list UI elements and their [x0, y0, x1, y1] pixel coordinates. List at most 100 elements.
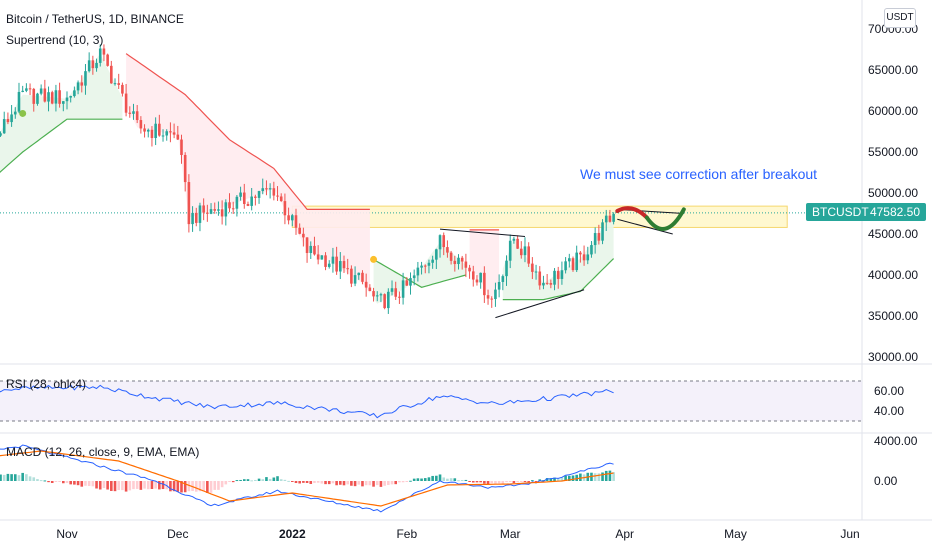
- candle-body: [242, 192, 246, 205]
- price-tick-label: 60000.00: [868, 104, 918, 118]
- macd-histogram-bar: [180, 481, 183, 493]
- candle-body: [50, 92, 54, 104]
- supertrend-legend[interactable]: Supertrend (10, 3): [6, 33, 104, 47]
- signal-line: [0, 450, 614, 507]
- macd-histogram-bar: [69, 481, 72, 485]
- candle-body: [235, 196, 239, 209]
- macd-histogram-bar: [110, 481, 113, 491]
- macd-histogram-bar: [331, 481, 335, 484]
- macd-histogram-bar: [545, 478, 549, 481]
- supertrend-down-line: [125, 53, 370, 210]
- macd-histogram-bar: [73, 481, 76, 485]
- candle-body: [519, 248, 523, 256]
- macd-histogram-bar: [32, 477, 36, 481]
- candle-body: [298, 227, 301, 234]
- candle-body: [494, 289, 497, 300]
- candle-body: [357, 272, 361, 276]
- candle-body: [290, 215, 294, 221]
- drawings-layer[interactable]: [439, 206, 686, 319]
- macd-histogram-bar: [206, 481, 209, 493]
- macd-legend[interactable]: MACD (12, 26, close, 9, EMA, EMA): [6, 445, 200, 459]
- macd-histogram-bar: [80, 481, 84, 487]
- candle-body: [497, 281, 501, 290]
- candle-body: [25, 88, 28, 91]
- macd-histogram-bar: [342, 481, 346, 486]
- candle-body: [601, 222, 604, 241]
- rsi-pane[interactable]: [0, 380, 862, 422]
- candle-body: [331, 256, 335, 264]
- trendline: [439, 228, 526, 237]
- candle-body: [575, 252, 578, 271]
- trendline: [617, 218, 673, 235]
- candle-body: [283, 201, 287, 216]
- macd-histogram-bar: [361, 481, 364, 487]
- macd-histogram-bar: [76, 481, 80, 486]
- macd-histogram-bar: [486, 481, 490, 485]
- candle-body: [65, 97, 69, 102]
- candle-body: [154, 123, 157, 139]
- candle-body: [32, 88, 36, 104]
- macd-histogram-bar: [36, 479, 39, 481]
- candle-body: [350, 268, 353, 284]
- candle-body: [169, 131, 172, 133]
- supertrend-down-fill: [126, 53, 370, 294]
- candle-body: [239, 192, 242, 197]
- macd-histogram-bar: [84, 481, 87, 486]
- macd-histogram-bar: [298, 481, 301, 484]
- macd-histogram-bar: [231, 481, 235, 483]
- candle-body: [257, 191, 261, 198]
- candle-body: [202, 205, 205, 213]
- candle-body: [84, 71, 87, 86]
- macd-histogram-bar: [394, 481, 398, 485]
- price-tag-symbol: BTCUSDT: [812, 205, 869, 219]
- macd-histogram-bar: [320, 481, 324, 484]
- macd-histogram-bar: [213, 481, 217, 490]
- macd-histogram-bar: [309, 481, 313, 484]
- macd-histogram-bar: [169, 481, 172, 492]
- candle-body: [69, 96, 72, 98]
- macd-histogram-bar: [220, 481, 224, 488]
- candles-layer[interactable]: [0, 44, 615, 314]
- macd-histogram-bar: [508, 481, 512, 482]
- rsi-legend[interactable]: RSI (28, ohlc4): [6, 377, 87, 391]
- macd-histogram-bar: [254, 479, 257, 481]
- macd-histogram-bar: [50, 481, 54, 484]
- candle-body: [320, 255, 324, 260]
- macd-histogram-bar: [272, 477, 276, 481]
- candle-body: [375, 295, 379, 297]
- candle-body: [139, 120, 143, 129]
- macd-histogram-bar: [457, 480, 460, 482]
- price-tag-value: 47582.50: [869, 205, 920, 219]
- macd-pane[interactable]: [0, 444, 615, 513]
- candle-body: [135, 111, 139, 121]
- axes-layer: 30000.00 35000.00 40000.00 45000.00 50000.00…: [56, 22, 918, 541]
- candle-body: [420, 265, 423, 268]
- macd-histogram-bar: [283, 479, 287, 481]
- candle-body: [579, 252, 582, 255]
- candle-body: [198, 205, 202, 223]
- candle-body: [612, 213, 615, 222]
- candle-body: [294, 215, 298, 228]
- macd-histogram-bar: [183, 481, 187, 493]
- candle-body: [556, 270, 560, 279]
- candle-body: [383, 294, 386, 309]
- macd-histogram-bar: [516, 481, 519, 483]
- candle-body: [442, 235, 446, 248]
- currency-button[interactable]: USDT: [884, 8, 916, 28]
- macd-histogram-bar: [13, 474, 17, 481]
- macd-histogram-bar: [154, 481, 157, 489]
- candle-body: [586, 254, 590, 261]
- macd-histogram-bar: [198, 481, 202, 492]
- time-tick-label: Feb: [396, 527, 417, 541]
- macd-histogram-bar: [268, 478, 272, 481]
- macd-histogram-bar: [597, 473, 601, 481]
- candle-body: [560, 270, 564, 279]
- macd-histogram-bar: [556, 478, 560, 481]
- annotation-text[interactable]: We must see correction after breakout: [580, 166, 818, 182]
- candle-body: [416, 267, 420, 276]
- time-tick-label: Apr: [615, 527, 634, 541]
- candle-body: [527, 246, 530, 264]
- candle-body: [73, 90, 76, 97]
- candle-body: [438, 235, 442, 250]
